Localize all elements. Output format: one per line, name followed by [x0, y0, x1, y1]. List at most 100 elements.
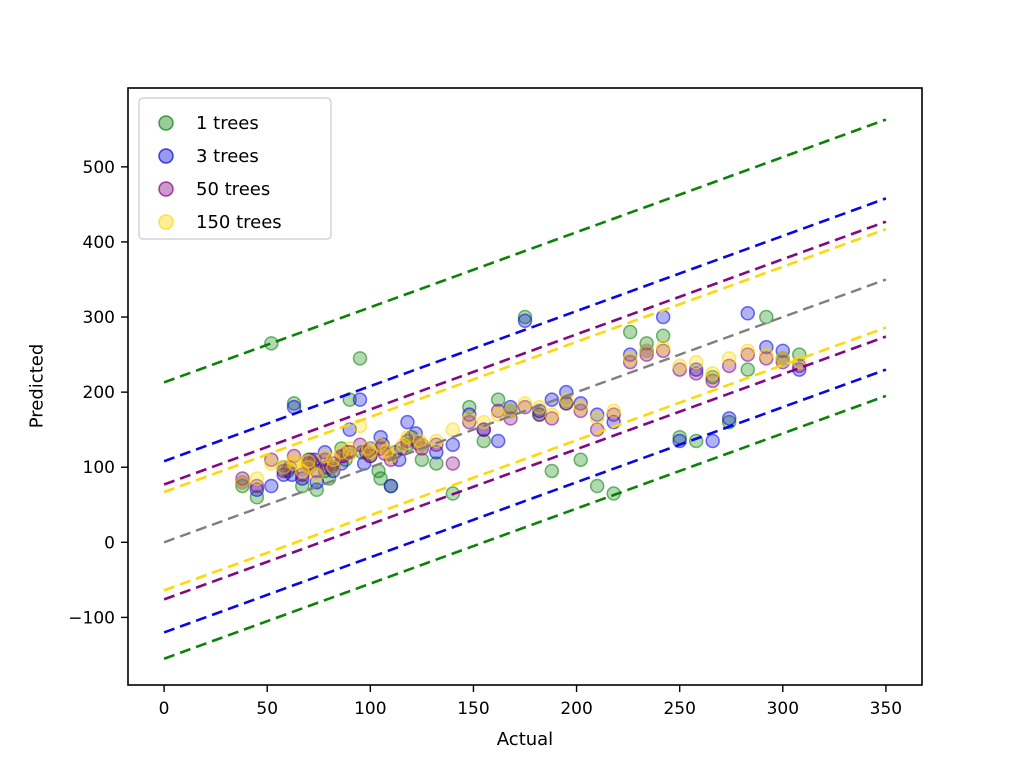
scatter-point	[655, 328, 671, 344]
scatter-point	[325, 459, 341, 475]
scatter-point	[264, 336, 279, 351]
scatter-point	[759, 309, 774, 325]
y-tick-label: 400	[83, 233, 115, 253]
scatter-point	[264, 456, 279, 471]
scatter-point	[490, 433, 506, 449]
y-tick-label: 500	[83, 158, 115, 178]
scatter-point	[558, 392, 574, 407]
scatter-point	[573, 452, 588, 467]
identity-line	[163, 278, 887, 544]
x-tick-label: 350	[870, 699, 902, 719]
scatter-point	[462, 399, 477, 415]
y-tick-label: −100	[68, 608, 115, 628]
scatter-point	[249, 482, 265, 498]
scatter-point	[517, 399, 533, 415]
scatter-point	[264, 452, 279, 467]
scatter-point	[672, 362, 687, 377]
scatter-point	[589, 407, 605, 422]
scatter-point	[705, 433, 720, 449]
band-line-lower	[163, 368, 887, 634]
scatter-point	[235, 471, 250, 486]
scatter-point	[639, 336, 654, 351]
scatter-point	[342, 441, 357, 456]
scatter-point	[721, 351, 737, 366]
scatter-point	[705, 369, 720, 385]
scatter-point	[429, 456, 444, 471]
scatter-point	[445, 422, 461, 437]
scatter-point	[672, 358, 687, 374]
scatter-point	[606, 403, 621, 419]
scatter-point	[792, 347, 807, 362]
scatter-point	[429, 444, 444, 460]
legend-label: 50 trees	[196, 179, 270, 200]
legend-marker	[158, 148, 174, 164]
scatter-point	[740, 306, 755, 321]
scatter-point	[490, 392, 506, 407]
scatter-point	[249, 478, 265, 494]
x-tick-label: 50	[256, 699, 278, 719]
scatter-point	[249, 471, 265, 486]
scatter-point	[309, 474, 324, 490]
scatter-point	[544, 407, 560, 422]
scatter-point	[361, 441, 376, 456]
scatter-point	[235, 478, 250, 494]
scatter-point	[688, 362, 704, 377]
scatter-point	[759, 339, 774, 355]
band-line-lower	[163, 394, 887, 660]
scatter-point	[622, 351, 638, 366]
band-line-upper	[163, 118, 887, 384]
scatter-point	[740, 347, 755, 362]
scatter-point	[342, 446, 357, 461]
scatter-point	[235, 474, 250, 490]
scatter-point	[740, 362, 755, 377]
legend-marker	[158, 115, 174, 131]
scatter-point	[759, 347, 774, 362]
scatter-point	[544, 463, 560, 479]
band-line-upper	[163, 197, 887, 463]
scatter-point	[544, 411, 560, 426]
scatter-point	[688, 354, 704, 370]
scatter-point	[249, 490, 265, 505]
scatter-point	[445, 456, 461, 471]
scatter-point	[286, 456, 302, 471]
y-tick-label: 300	[83, 308, 115, 328]
scatter-point	[462, 414, 477, 430]
scatter-point	[705, 366, 720, 381]
band-line-lower	[163, 326, 887, 592]
scatter-point	[503, 403, 518, 419]
legend-marker	[158, 181, 174, 197]
scatter-point	[622, 354, 638, 370]
scatter-point	[655, 343, 671, 359]
scatter-point	[462, 407, 477, 422]
scatter-point	[589, 411, 605, 426]
scatter-point	[379, 443, 395, 458]
scatter-point	[352, 392, 368, 407]
x-axis-label: Actual	[496, 729, 554, 750]
scatter-point	[517, 313, 533, 329]
scatter-point	[740, 343, 755, 359]
scatter-point	[476, 422, 492, 437]
scatter-point	[462, 411, 477, 426]
scatter-point	[589, 478, 605, 494]
scatter-point	[721, 358, 737, 374]
scatter-point	[286, 396, 302, 411]
scatter-point	[573, 403, 588, 419]
legend-marker	[158, 214, 174, 230]
y-tick-label: 0	[104, 533, 115, 553]
scatter-point	[400, 414, 415, 430]
scatter-point	[573, 396, 588, 411]
scatter-point	[622, 324, 638, 340]
band-line-lower	[163, 335, 887, 601]
scatter-point	[445, 437, 461, 452]
scatter-point	[317, 448, 333, 464]
legend-label: 150 trees	[196, 212, 282, 233]
scatter-point	[639, 343, 654, 359]
scatter-point	[655, 309, 671, 325]
scatter-point	[639, 347, 654, 362]
scatter-point	[775, 351, 791, 366]
axes-spines	[127, 87, 923, 686]
band-line-upper	[163, 227, 887, 494]
legend-label: 3 trees	[196, 146, 259, 167]
